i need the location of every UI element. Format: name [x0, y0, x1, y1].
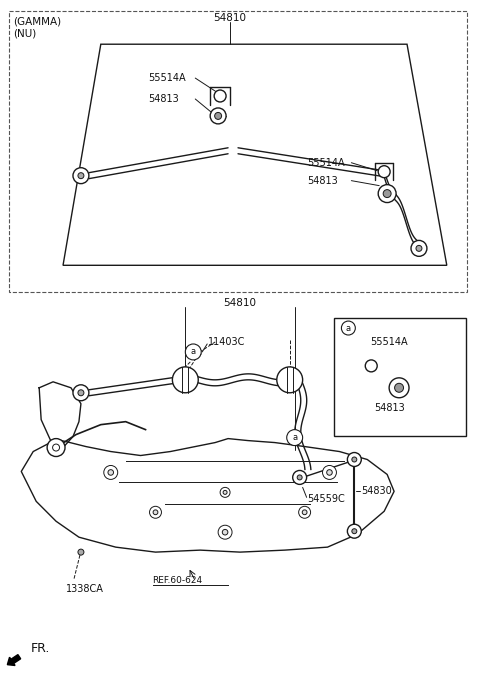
Text: 55514A: 55514A: [308, 158, 345, 168]
Text: 55514A: 55514A: [148, 73, 186, 83]
Text: (GAMMA): (GAMMA): [13, 16, 61, 26]
Circle shape: [108, 470, 114, 475]
Circle shape: [299, 506, 311, 518]
Circle shape: [78, 390, 84, 395]
Text: 54830: 54830: [361, 486, 392, 496]
Circle shape: [378, 185, 396, 203]
Circle shape: [185, 344, 201, 360]
Circle shape: [383, 189, 391, 197]
Circle shape: [73, 385, 89, 401]
Circle shape: [78, 549, 84, 555]
Text: 1338CA: 1338CA: [66, 584, 104, 594]
Circle shape: [323, 466, 336, 479]
Text: (NU): (NU): [13, 28, 36, 39]
Text: 54559C: 54559C: [308, 494, 345, 504]
Circle shape: [104, 466, 118, 479]
Circle shape: [220, 487, 230, 498]
Text: REF.60-624: REF.60-624: [153, 577, 203, 585]
Circle shape: [277, 367, 302, 393]
Text: 54813: 54813: [148, 94, 180, 104]
Circle shape: [215, 112, 222, 120]
Text: FR.: FR.: [31, 642, 50, 655]
Circle shape: [218, 525, 232, 539]
Circle shape: [153, 510, 158, 514]
Text: 54810: 54810: [224, 298, 256, 308]
Circle shape: [210, 108, 226, 124]
Circle shape: [293, 470, 307, 485]
Text: 54813: 54813: [308, 176, 338, 186]
Circle shape: [378, 166, 390, 178]
Circle shape: [352, 457, 357, 462]
Circle shape: [287, 430, 302, 445]
Circle shape: [348, 452, 361, 466]
Circle shape: [53, 444, 60, 451]
Circle shape: [214, 90, 226, 102]
Circle shape: [327, 470, 332, 475]
Circle shape: [395, 383, 404, 392]
Text: a: a: [346, 324, 351, 333]
Circle shape: [341, 321, 355, 335]
Polygon shape: [63, 44, 447, 265]
Circle shape: [78, 172, 84, 178]
Circle shape: [222, 529, 228, 535]
Circle shape: [47, 439, 65, 456]
Circle shape: [150, 506, 161, 518]
Text: 54813: 54813: [374, 403, 405, 413]
Text: a: a: [292, 433, 297, 442]
Circle shape: [352, 529, 357, 533]
Circle shape: [223, 490, 227, 494]
Circle shape: [297, 475, 302, 480]
Circle shape: [365, 360, 377, 372]
Circle shape: [172, 367, 198, 393]
FancyArrow shape: [7, 654, 21, 665]
Text: 11403C: 11403C: [208, 337, 246, 347]
Circle shape: [302, 510, 307, 514]
Circle shape: [389, 378, 409, 397]
Bar: [335, 318, 466, 435]
Text: 54810: 54810: [214, 14, 247, 23]
Circle shape: [411, 241, 427, 256]
Circle shape: [348, 524, 361, 538]
Circle shape: [73, 168, 89, 184]
Text: a: a: [191, 347, 196, 356]
Circle shape: [416, 245, 422, 251]
Text: 55514A: 55514A: [370, 337, 408, 347]
Bar: [9, 11, 467, 292]
